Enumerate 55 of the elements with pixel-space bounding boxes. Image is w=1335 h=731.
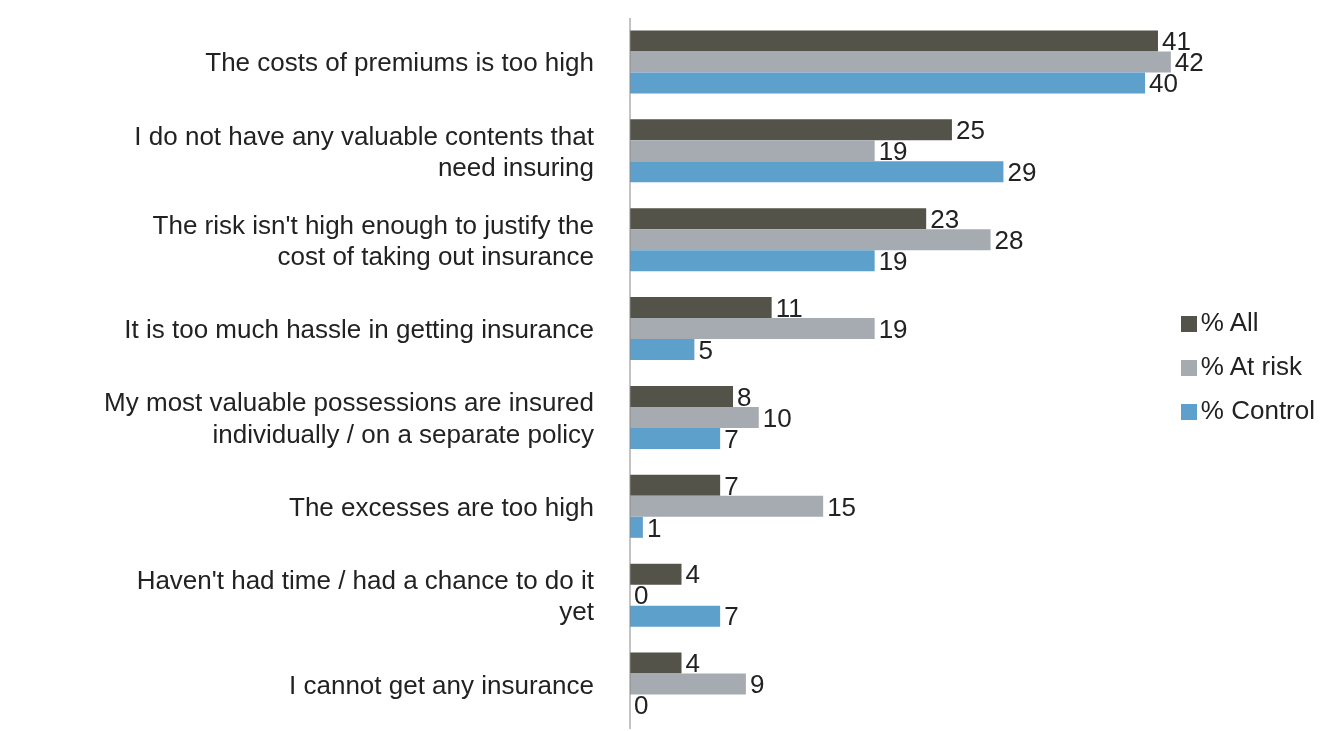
data-label: 28	[994, 224, 1024, 255]
data-label: 4	[685, 559, 700, 590]
bar	[630, 161, 1004, 183]
bar	[630, 297, 772, 319]
bar	[630, 250, 875, 272]
legend-label: % Control	[1200, 394, 1315, 425]
bar	[630, 516, 643, 538]
y-tick-label: The risk isn't high enough to justify the cost of taking out insurance	[152, 209, 594, 271]
bar	[630, 72, 1146, 94]
y-tick-label: I do not have any valuable contents that need insuring	[134, 120, 595, 182]
bar	[630, 427, 721, 449]
data-label: 0	[634, 690, 649, 721]
data-label: 29	[1007, 157, 1037, 188]
bar	[630, 563, 682, 585]
data-label: 8	[737, 381, 752, 412]
data-label: 1	[646, 512, 662, 543]
y-tick-label: The costs of premiums is too high	[205, 47, 594, 78]
data-label: 19	[878, 313, 908, 344]
bar	[630, 229, 991, 251]
bar	[630, 318, 875, 340]
data-label: 7	[724, 470, 739, 501]
data-label: 9	[749, 669, 765, 700]
data-label: 11	[775, 292, 803, 323]
data-label: 19	[878, 136, 908, 167]
bar	[630, 51, 1171, 73]
y-tick-label: I cannot get any insurance	[289, 669, 594, 700]
bar	[630, 495, 824, 517]
bar	[630, 30, 1158, 52]
data-label: 40	[1149, 68, 1179, 99]
bar	[630, 406, 759, 428]
y-tick-label: It is too much hassle in getting insurance	[124, 314, 594, 345]
y-tick-label: My most valuable possessions are insured individually / on a separate policy	[104, 387, 594, 449]
data-label: 7	[724, 601, 739, 632]
data-label: 10	[762, 402, 792, 433]
data-label: 15	[827, 491, 857, 522]
bar	[630, 339, 695, 361]
bar	[630, 119, 952, 141]
legend-label: % At risk	[1200, 350, 1302, 381]
data-label: 23	[930, 203, 960, 234]
bar	[630, 474, 721, 496]
bar	[630, 208, 927, 230]
data-label: 0	[634, 580, 649, 611]
legend-label: % All	[1200, 306, 1259, 337]
data-label: 5	[698, 334, 713, 365]
data-label: 7	[724, 423, 739, 454]
data-label: 4	[685, 648, 700, 679]
bar	[630, 140, 875, 162]
y-tick-label: The excesses are too high	[289, 491, 594, 522]
data-label: 19	[878, 245, 908, 276]
y-tick-label: Haven't had time / had a chance to do it yet	[136, 565, 595, 627]
bar	[630, 605, 721, 627]
data-label: 25	[955, 115, 985, 146]
bar	[630, 385, 734, 407]
bar	[630, 673, 746, 695]
bar	[630, 652, 682, 674]
